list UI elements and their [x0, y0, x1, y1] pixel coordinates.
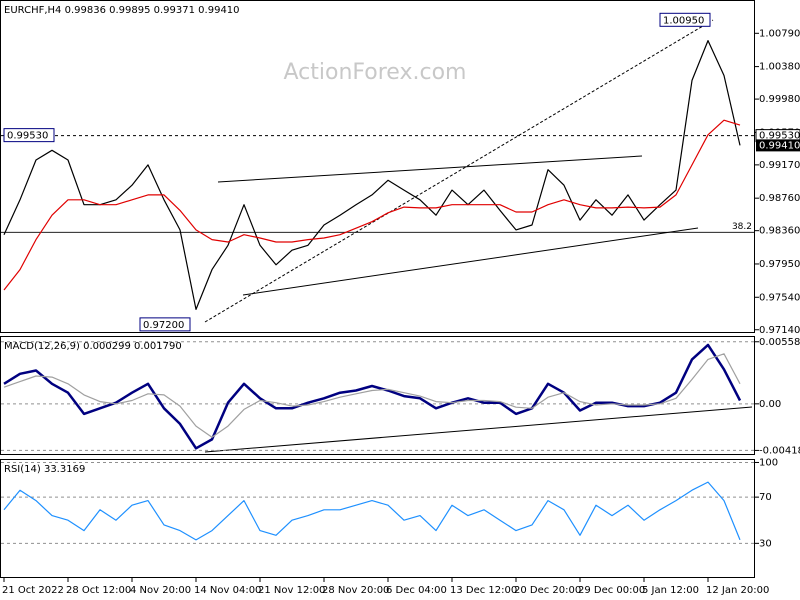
series-line — [3, 40, 741, 310]
y-tick-label: 0.005582 — [759, 337, 800, 348]
macd-panel — [0, 336, 755, 455]
y-tick-label: 0.97950 — [759, 259, 800, 270]
last-price-label: 0.99410 — [759, 140, 800, 151]
x-tick-label: 21 Nov 12:00 — [258, 585, 325, 596]
x-tick-label: 4 Nov 20:00 — [130, 585, 191, 596]
macd-trendline — [204, 406, 753, 453]
channel-upper — [217, 155, 643, 183]
y-tick-label: 1.00380 — [759, 62, 800, 73]
watermark: ActionForex.com — [284, 60, 467, 85]
x-tick-label: 14 Nov 04:00 — [194, 585, 261, 596]
x-tick-label: 29 Dec 00:00 — [578, 585, 645, 596]
price-panel — [0, 0, 755, 333]
last-price-box — [756, 139, 800, 152]
x-tick-label: 20 Dec 20:00 — [514, 585, 581, 596]
annotation-label: 1.00950 — [663, 15, 704, 26]
annotation-box — [139, 317, 191, 332]
series-line — [3, 481, 741, 541]
series-line — [3, 119, 741, 291]
x-tick-label: 5 Jan 12:00 — [642, 585, 699, 596]
y-tick-label: 100 — [759, 457, 778, 468]
rsi-panel — [0, 459, 755, 578]
y-tick-label: 30 — [759, 538, 772, 549]
y-tick-label: 1.00790 — [759, 28, 800, 39]
x-tick-label: 13 Dec 12:00 — [450, 585, 517, 596]
channel-lower — [242, 227, 699, 296]
annotation-label: 0.97200 — [143, 320, 184, 331]
axis-level-label: 0.99530 — [759, 131, 800, 142]
x-tick-label: 12 Jan 20:00 — [706, 585, 769, 596]
panel-title: RSI(14) 33.3169 — [4, 464, 85, 475]
series-line — [3, 353, 741, 438]
fib-label: 38.2 — [732, 222, 752, 232]
x-tick-label: 28 Nov 20:00 — [322, 585, 389, 596]
y-tick-label: 0.99170 — [759, 160, 800, 171]
x-tick-label: 21 Oct 2022 — [2, 585, 64, 596]
series-line — [3, 343, 742, 450]
y-tick-label: 70 — [759, 492, 772, 503]
panel-title: MACD(12,26,9) 0.000299 0.001790 — [4, 341, 182, 352]
trend-dotted — [204, 19, 714, 323]
x-tick-label: 6 Dec 04:00 — [386, 585, 447, 596]
panel-title: EURCHF,H4 0.99836 0.99895 0.99371 0.9941… — [4, 5, 240, 16]
annotation-box — [3, 128, 55, 143]
x-tick-label: 28 Oct 12:00 — [66, 585, 131, 596]
y-tick-label: 0.00 — [759, 399, 781, 410]
y-tick-label: 0.98360 — [759, 226, 800, 237]
annotation-label: 0.99530 — [7, 131, 48, 142]
y-tick-label: 0.97540 — [759, 292, 800, 303]
y-tick-label: -0.004188 — [759, 445, 800, 456]
annotation-box — [659, 12, 711, 27]
y-tick-label: 0.99980 — [759, 94, 800, 105]
y-tick-label: 0.97140 — [759, 325, 800, 336]
y-tick-label: 0.98760 — [759, 193, 800, 204]
